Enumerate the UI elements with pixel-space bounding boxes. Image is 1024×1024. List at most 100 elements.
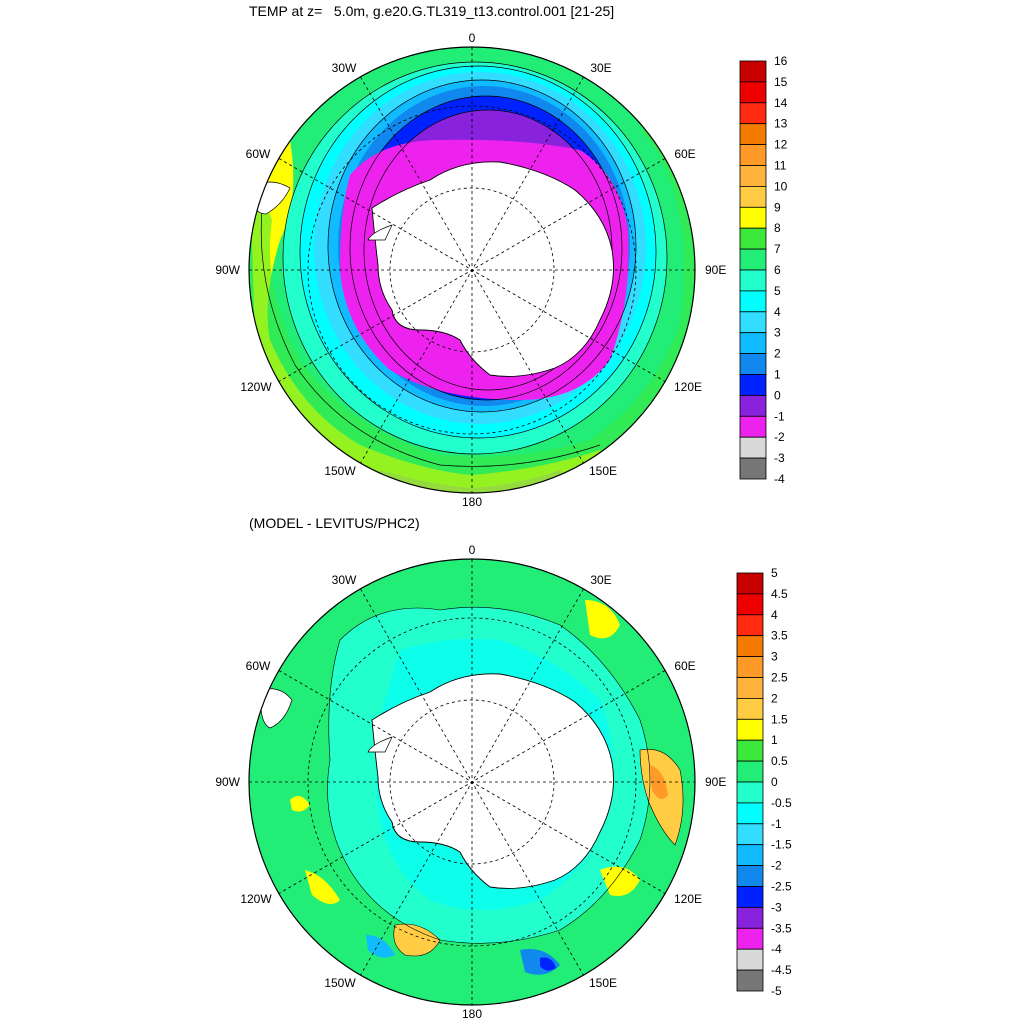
- colorbar-swatch: [739, 290, 767, 313]
- colorbar-tick-label: 2: [774, 347, 781, 361]
- lon-label-90e: 90E: [705, 263, 726, 277]
- colorbar-swatch: [736, 593, 764, 616]
- colorbar-swatch: [736, 802, 764, 825]
- colorbar-tick-label: -1.5: [771, 838, 792, 852]
- colorbar-tick-label: 14: [774, 96, 788, 110]
- lon-label-150e: 150E: [589, 976, 617, 990]
- colorbar-tick-label: -3.5: [771, 921, 792, 935]
- colorbar-swatch: [739, 311, 767, 334]
- colorbar-tick-label: 1.5: [771, 712, 788, 726]
- colorbar-swatch: [736, 948, 764, 971]
- colorbar-swatch: [739, 353, 767, 375]
- colorbar-swatch: [739, 269, 767, 292]
- colorbar-tick-label: -5: [771, 984, 782, 998]
- lon-label-90e: 90E: [705, 775, 726, 789]
- lon-label-150w: 150W: [324, 976, 356, 990]
- lon-label-120w: 120W: [240, 892, 272, 906]
- colorbar-swatch: [736, 739, 764, 762]
- colorbar-swatch: [736, 907, 764, 929]
- colorbar-tick-label: 16: [774, 54, 788, 68]
- colorbar-tick-label: -2: [774, 430, 785, 444]
- colorbar-tick-label: 1: [771, 733, 778, 747]
- colorbar-swatch: [736, 844, 764, 867]
- colorbar-tick-label: 3.5: [771, 629, 788, 643]
- colorbar-tick-label: 3: [771, 650, 778, 664]
- colorbar-tick-label: -3: [774, 451, 785, 465]
- lon-label-30w: 30W: [332, 573, 357, 587]
- colorbar-tick-label: 9: [774, 200, 781, 214]
- colorbar-tick-label: 4: [774, 305, 781, 319]
- colorbar-swatch: [736, 572, 764, 595]
- colorbar-tick-label: 0: [774, 388, 781, 402]
- colorbar-swatch: [739, 248, 767, 271]
- colorbar-tick-label: -2: [771, 859, 782, 873]
- lon-label-120e: 120E: [674, 380, 702, 394]
- colorbar-swatch: [736, 823, 764, 846]
- colorbar-swatch: [739, 206, 767, 229]
- colorbar-swatch: [739, 102, 767, 125]
- colorbar-tick-label: 11: [774, 159, 787, 173]
- graticule-panel-2: [249, 559, 695, 1005]
- lon-label-30e: 30E: [590, 61, 611, 75]
- map-boundary-panel-2: [248, 558, 696, 1006]
- temperature-map: [249, 47, 695, 493]
- colorbar-tick-label: 0.5: [771, 754, 788, 768]
- colorbar-swatch: [739, 394, 767, 417]
- lon-label-60w: 60W: [246, 147, 271, 161]
- colorbar-tick-label: -1: [771, 817, 782, 831]
- colorbar-tick-label: 12: [774, 138, 788, 152]
- colorbar-swatch: [739, 123, 767, 145]
- colorbar-swatch: [736, 614, 764, 637]
- colorbar-swatch: [736, 698, 764, 720]
- lon-label-150w: 150W: [324, 464, 356, 478]
- colorbar-tick-label: 7: [774, 242, 781, 256]
- colorbar-tick-label: 13: [774, 117, 788, 131]
- colorbar-tick-label: -1: [774, 409, 785, 423]
- colorbar-tick-label: -4.5: [771, 963, 792, 977]
- colorbar-tick-label: 15: [774, 75, 788, 89]
- lon-label-180: 180: [462, 495, 482, 509]
- colorbar-swatch: [739, 81, 767, 104]
- colorbar-tick-label: 8: [774, 221, 781, 235]
- colorbar-swatch: [739, 436, 767, 459]
- lon-label-150e: 150E: [589, 464, 617, 478]
- graticule-panel-1: [249, 47, 695, 493]
- colorbar-tick-label: 5: [774, 284, 781, 298]
- colorbar-swatch: [736, 635, 764, 658]
- colorbar-tick-label: 2: [771, 691, 778, 705]
- map-boundary-panel-1: [248, 46, 696, 494]
- colorbar-swatch: [736, 969, 764, 992]
- colorbar-swatch: [736, 656, 764, 678]
- colorbar-swatch: [739, 457, 767, 480]
- colorbar-swatch: [736, 760, 764, 783]
- colorbar-tick-label: 0: [771, 775, 778, 789]
- colorbar-tick-label: -0.5: [771, 796, 792, 810]
- colorbar-panel-2: 5 4.5 4 3.5 3 2.5 2 1.5 1 0.5 0 -0.5 -1 -1.5 -2 -2.5 -3 -…: [736, 566, 792, 998]
- lon-label-120e: 120E: [674, 892, 702, 906]
- colorbar-swatch: [739, 374, 767, 396]
- colorbar-tick-label: 10: [774, 179, 788, 193]
- colorbar-swatch: [736, 865, 764, 887]
- colorbar-swatch: [739, 332, 767, 355]
- colorbar-tick-label: -2.5: [771, 880, 792, 894]
- colorbar-tick-label: -4: [771, 942, 782, 956]
- colorbar-swatch: [736, 781, 764, 804]
- lon-label-30w: 30W: [332, 61, 357, 75]
- colorbar-tick-label: -4: [774, 472, 785, 486]
- lon-label-0: 0: [469, 543, 476, 557]
- colorbar-swatch: [739, 165, 767, 187]
- colorbar-swatch: [736, 718, 764, 741]
- colorbar-tick-label: 3: [774, 326, 781, 340]
- lon-label-120w: 120W: [240, 380, 272, 394]
- colorbar-tick-label: 1: [774, 368, 781, 382]
- lon-label-30e: 30E: [590, 573, 611, 587]
- colorbar-swatch: [739, 185, 767, 208]
- colorbar-tick-label: 2.5: [771, 671, 788, 685]
- colorbar-tick-label: 5: [771, 566, 778, 580]
- panel-1-title: TEMP at z= 5.0m, g.e20.G.TL319_t13.contr…: [249, 3, 615, 19]
- colorbar-swatch: [736, 927, 764, 950]
- colorbar-tick-label: -3: [771, 900, 782, 914]
- colorbar-swatch: [739, 415, 767, 438]
